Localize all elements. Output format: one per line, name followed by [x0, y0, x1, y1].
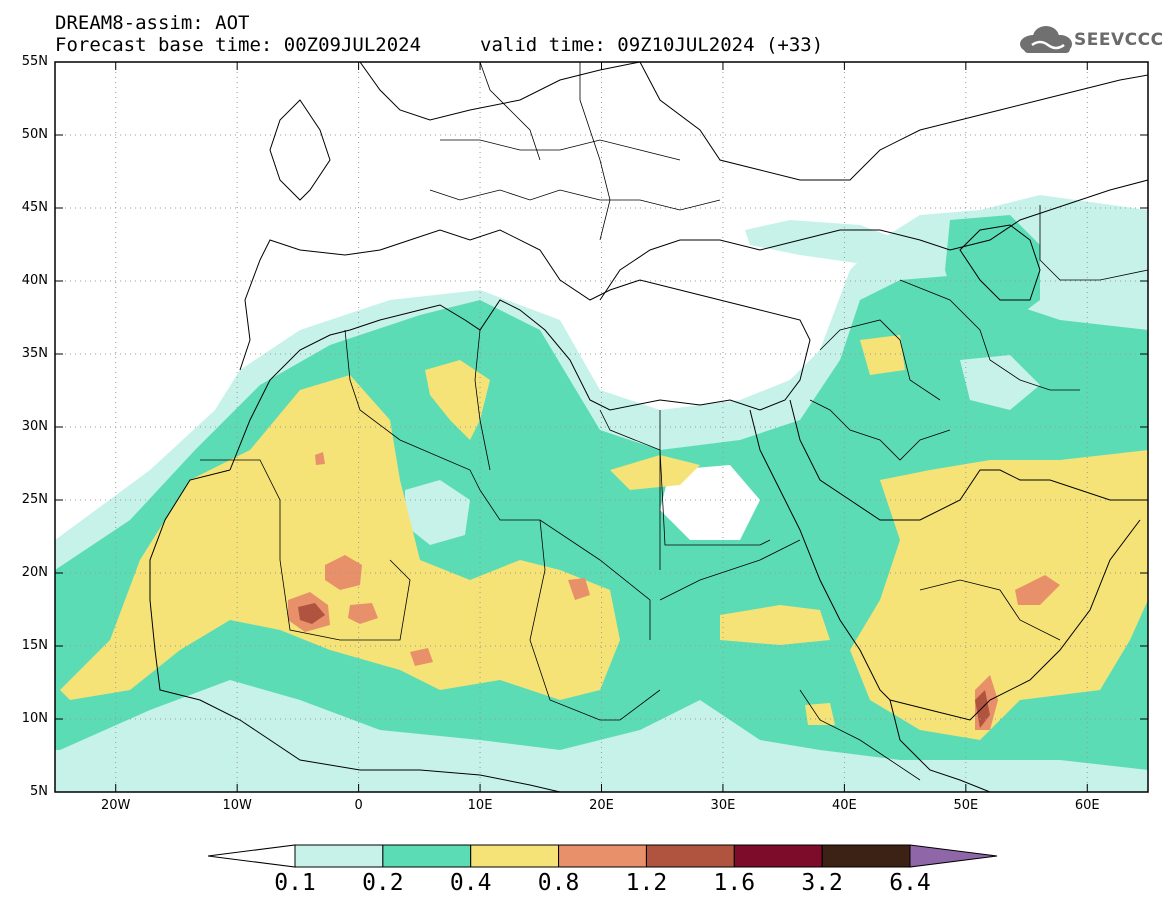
aot-level-1.2-a — [298, 603, 325, 624]
cloud-icon — [1020, 26, 1072, 53]
forecast-base-time: Forecast base time: 00Z09JUL2024 — [55, 34, 422, 56]
aot-level-1.2-b — [975, 690, 990, 728]
aot-level-0.8-c — [348, 603, 378, 624]
aot-hole-3 — [960, 355, 1040, 410]
colorbar-label: 0.1 — [274, 870, 316, 896]
colorbar-label: 1.2 — [625, 870, 668, 896]
colorbar-max-arrow — [909, 844, 998, 868]
colorbar-label: 0.4 — [449, 870, 492, 896]
lat-label: 30N — [21, 419, 48, 434]
colorbar-box — [470, 844, 560, 868]
aot-level-0.8-a — [325, 555, 362, 590]
colorbar-box — [294, 844, 384, 868]
aot-level-0.1-north — [745, 220, 900, 265]
lon-label: 20E — [589, 798, 614, 813]
lon-label: 10E — [467, 798, 493, 813]
lon-label: 30E — [710, 798, 736, 813]
lon-label: 50E — [953, 798, 979, 813]
colorbar-box — [733, 844, 823, 868]
aot-level-0.4-libya — [425, 360, 490, 440]
country-borders — [200, 62, 1148, 781]
map-title: DREAM8-assim: AOT — [55, 12, 250, 34]
aot-hole-1 — [405, 480, 470, 545]
lat-label: 25N — [21, 492, 48, 507]
aot-field — [55, 62, 1148, 792]
axis-ticks — [55, 61, 1148, 793]
aot-hole-2 — [660, 465, 760, 540]
colorbar-box — [645, 844, 735, 868]
colorbar-box — [558, 844, 647, 868]
logo-text: SEEVCCC — [1074, 30, 1164, 50]
aot-level-0.8-g — [315, 452, 325, 465]
colorbar-label: 0.8 — [537, 870, 580, 896]
valid-time: valid time: 09Z10JUL2024 (+33) — [480, 34, 824, 56]
colorbar-box — [821, 844, 911, 868]
lat-label: 20N — [21, 565, 48, 580]
colorbar-label: 6.4 — [889, 870, 931, 896]
aot-level-0.4-sudan — [720, 605, 830, 645]
lon-label: 0 — [354, 798, 363, 813]
colorbar-label: 1.6 — [713, 870, 756, 896]
colorbar-box — [382, 844, 472, 868]
aot-level-0.2-caspian — [945, 215, 1040, 330]
lon-label: 20W — [101, 798, 131, 813]
colorbar-label: 0.2 — [362, 870, 404, 896]
lon-label: 60E — [1074, 798, 1100, 813]
lat-label: 35N — [21, 346, 48, 361]
lat-label: 45N — [21, 200, 48, 215]
lat-label: 15N — [21, 638, 48, 653]
lon-label: 40E — [831, 798, 857, 813]
lon-label: 10W — [222, 798, 252, 813]
aot-level-0.8-f — [1015, 575, 1060, 605]
lat-label: 10N — [21, 711, 48, 726]
aot-level-0.8-d — [410, 648, 433, 666]
lat-label: 5N — [30, 784, 48, 799]
colorbar-min-arrow — [207, 844, 296, 868]
aot-level-0.8-e — [568, 578, 590, 600]
lat-label: 40N — [21, 273, 48, 288]
seevccc-logo — [1020, 26, 1072, 53]
aot-level-0.4-arabia — [850, 450, 1148, 740]
aot-level-0.4-west — [60, 375, 620, 700]
lat-label: 50N — [21, 127, 48, 142]
colorbar-label: 3.2 — [801, 870, 843, 896]
aot-level-0.4-iraq — [860, 335, 905, 375]
coastlines — [149, 62, 1148, 792]
aot-level-0.4-egypt — [610, 455, 700, 490]
lat-label: 55N — [21, 54, 48, 69]
